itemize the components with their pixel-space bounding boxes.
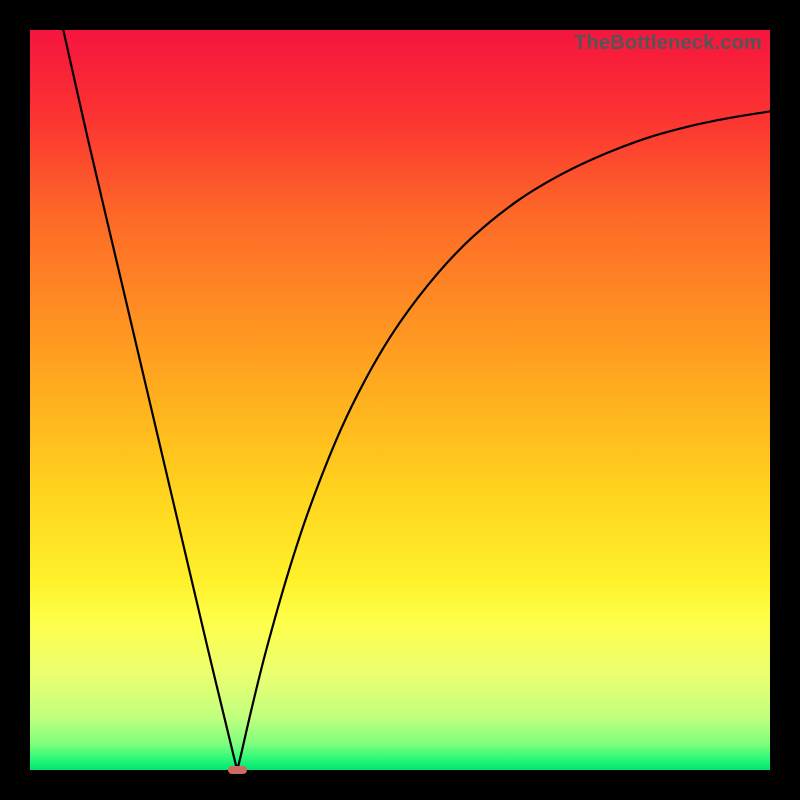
gradient-background	[30, 30, 770, 770]
plot-svg	[30, 30, 770, 770]
plot-area: TheBottleneck.com	[30, 30, 770, 770]
curve-minimum-marker	[228, 766, 247, 775]
chart-frame: TheBottleneck.com	[0, 0, 800, 800]
watermark-text: TheBottleneck.com	[574, 32, 762, 55]
